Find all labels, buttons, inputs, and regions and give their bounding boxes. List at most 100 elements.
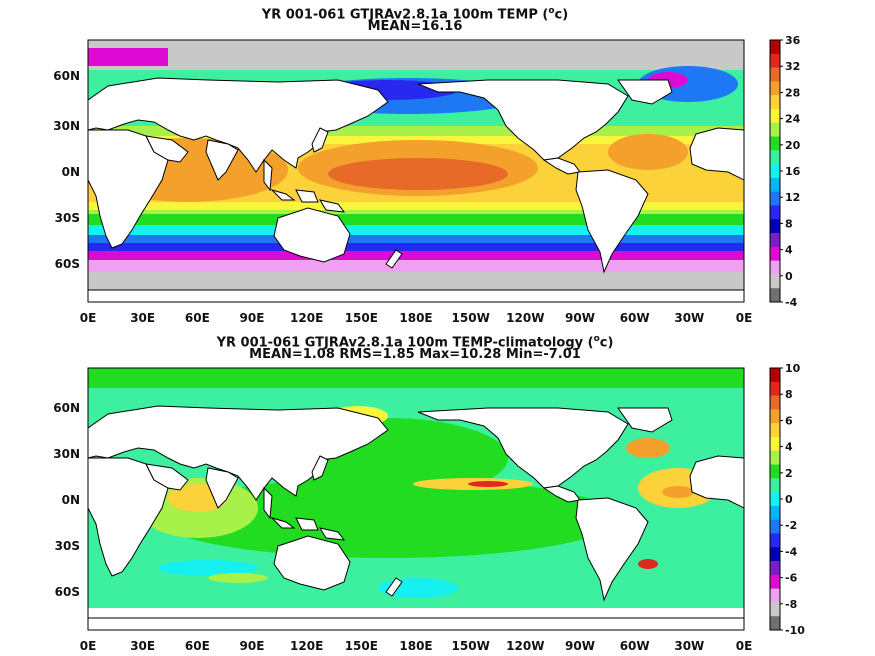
colorbar-label: 8 xyxy=(785,388,793,401)
panel2-frame xyxy=(87,367,745,631)
lon-label: 120W xyxy=(506,311,544,325)
lon-label: 0E xyxy=(736,639,753,653)
colorbar-swatch xyxy=(770,450,780,465)
colorbar-swatch xyxy=(770,53,780,68)
colorbar-swatch xyxy=(770,505,780,520)
colorbar-swatch xyxy=(770,233,780,248)
lon-label: 60W xyxy=(620,639,650,653)
lon-label: 90W xyxy=(565,311,595,325)
colorbar-swatch xyxy=(770,561,780,576)
panel2-lat-axis: 60N 30N 0N 30S 60S xyxy=(53,401,80,599)
colorbar-label: 0 xyxy=(785,270,793,283)
lon-label: 0E xyxy=(80,639,97,653)
panel2-colorbar: 10 8 6 4 2 0 -2 -4 -6 -8 -10 xyxy=(769,362,805,637)
colorbar-label: 2 xyxy=(785,467,793,480)
colorbar-swatch xyxy=(770,219,780,234)
lat-label: 0N xyxy=(62,493,80,507)
colorbar-swatch xyxy=(770,274,780,289)
colorbar-swatch xyxy=(770,164,780,179)
panel1-lon-axis: 0E 30E 60E 90E 120E 150E 180E 150W 120W 90W 60W 30W… xyxy=(80,311,753,325)
lat-label: 60S xyxy=(55,585,80,599)
panel1-title: YR 001-061 GTJRAv2.8.1a 100m TEMP (oc) xyxy=(261,6,569,23)
colorbar-swatch xyxy=(770,150,780,165)
colorbar-swatch xyxy=(770,436,780,452)
panel1-map xyxy=(88,40,744,302)
colorbar-label: -10 xyxy=(785,624,805,637)
colorbar-label: 8 xyxy=(785,217,793,230)
colorbar-label: 10 xyxy=(785,362,801,375)
lon-label: 150W xyxy=(452,311,490,325)
lon-label: 90E xyxy=(240,639,265,653)
panel1-lat-axis: 60N 30N 0N 30S 60S xyxy=(53,69,80,271)
colorbar-swatch xyxy=(770,95,780,110)
panel1-colorbar: 36 32 28 24 20 16 12 8 4 0 -4 xyxy=(769,34,801,309)
lat-label: 30N xyxy=(53,119,80,133)
lat-label: 60S xyxy=(55,257,80,271)
lat-label: 30N xyxy=(53,447,80,461)
colorbar-swatch xyxy=(770,574,780,589)
panel2-lon-axis: 0E 30E 60E 90E 120E 150E 180E 150W 120W 90W 60W 30W… xyxy=(80,639,753,653)
lon-label: 60E xyxy=(185,311,210,325)
lat-label: 30S xyxy=(55,539,80,553)
colorbar-label: 32 xyxy=(785,60,800,73)
colorbar-label: -6 xyxy=(785,572,798,585)
lon-label: 180E xyxy=(399,639,432,653)
colorbar-swatch xyxy=(770,547,780,562)
lon-label: 90E xyxy=(240,311,265,325)
lon-label: 120W xyxy=(506,639,544,653)
colorbar-swatch xyxy=(770,368,780,383)
colorbar-swatch xyxy=(770,381,780,396)
colorbar-label: 36 xyxy=(785,34,801,47)
lat-label: 30S xyxy=(55,211,80,225)
colorbar-swatch xyxy=(770,108,780,124)
colorbar-swatch xyxy=(770,288,780,303)
lon-label: 150E xyxy=(345,639,378,653)
lon-label: 30W xyxy=(674,311,704,325)
colorbar-swatch xyxy=(770,616,780,631)
colorbar-label: 28 xyxy=(785,86,800,99)
colorbar-swatch xyxy=(770,205,780,220)
colorbar-swatch xyxy=(770,177,780,192)
panel2-map xyxy=(88,368,744,630)
colorbar-label: 20 xyxy=(785,139,801,152)
colorbar-label: 16 xyxy=(785,165,801,178)
colorbar-swatch xyxy=(770,395,780,410)
lat-label: 60N xyxy=(53,69,80,83)
colorbar-label: 6 xyxy=(785,414,793,427)
panel2-title: YR 001-061 GTJRAv2.8.1a 100m TEMP-climat… xyxy=(216,334,614,351)
colorbar-swatch xyxy=(770,191,780,206)
panel1-subtitle: MEAN=16.16 xyxy=(367,19,463,34)
lon-label: 30E xyxy=(130,639,155,653)
colorbar-swatch xyxy=(770,533,780,548)
colorbar-swatch xyxy=(770,40,780,55)
colorbar-swatch xyxy=(770,492,780,507)
colorbar-swatch xyxy=(770,260,780,275)
colorbar-swatch xyxy=(770,67,780,82)
colorbar-label: -8 xyxy=(785,598,797,611)
lon-label: 180E xyxy=(399,311,432,325)
colorbar-swatch xyxy=(770,478,780,493)
colorbar-swatch xyxy=(770,519,780,534)
lon-label: 0E xyxy=(736,311,753,325)
colorbar-label: -4 xyxy=(785,296,798,309)
colorbar-swatch xyxy=(770,409,780,424)
colorbar-swatch xyxy=(770,423,780,438)
colorbar-swatch xyxy=(770,136,780,151)
panel2-subtitle: MEAN=1.08 RMS=1.85 Max=10.28 Min=-7.01 xyxy=(249,347,581,362)
colorbar-swatch xyxy=(770,602,780,617)
lon-label: 30E xyxy=(130,311,155,325)
lon-label: 120E xyxy=(290,311,323,325)
panel1-frame xyxy=(87,39,745,303)
colorbar-swatch xyxy=(770,81,780,96)
lon-label: 120E xyxy=(290,639,323,653)
colorbar-swatch xyxy=(770,246,780,261)
colorbar-swatch xyxy=(770,464,780,479)
lon-label: 60E xyxy=(185,639,210,653)
colorbar-label: -2 xyxy=(785,519,797,532)
colorbar-swatch xyxy=(770,122,780,137)
colorbar-label: 4 xyxy=(785,244,793,257)
colorbar-label: 0 xyxy=(785,493,793,506)
colorbar-label: 12 xyxy=(785,191,800,204)
lon-label: 150W xyxy=(452,639,490,653)
